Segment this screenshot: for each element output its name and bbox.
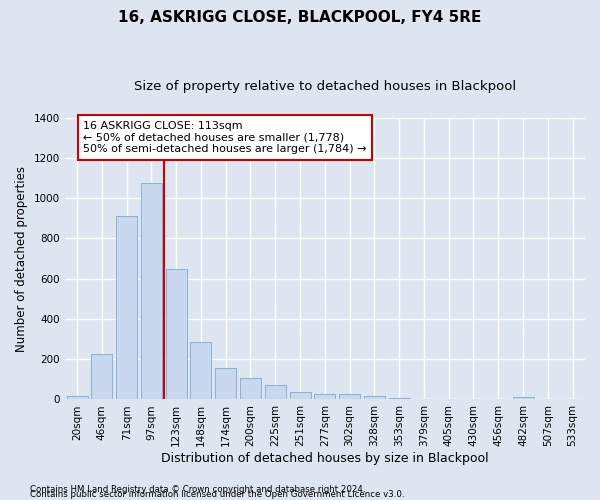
Bar (389, 398, 410, 400)
Bar (339, 394, 360, 400)
Bar (512, 397, 533, 400)
Bar (166, 269, 187, 400)
Text: 16 ASKRIGG CLOSE: 113sqm
← 50% of detached houses are smaller (1,778)
50% of sem: 16 ASKRIGG CLOSE: 113sqm ← 50% of detach… (83, 121, 367, 154)
X-axis label: Distribution of detached houses by size in Blackpool: Distribution of detached houses by size … (161, 452, 488, 465)
Bar (265, 386, 286, 400)
Bar (141, 183, 162, 400)
Text: 16, ASKRIGG CLOSE, BLACKPOOL, FY4 5RE: 16, ASKRIGG CLOSE, BLACKPOOL, FY4 5RE (118, 10, 482, 25)
Bar (314, 394, 335, 400)
Bar (190, 342, 211, 400)
Bar (116, 216, 137, 400)
Bar (91, 354, 112, 400)
Text: Contains public sector information licensed under the Open Government Licence v3: Contains public sector information licen… (30, 490, 404, 499)
Bar (67, 396, 88, 400)
Title: Size of property relative to detached houses in Blackpool: Size of property relative to detached ho… (134, 80, 516, 93)
Bar (240, 378, 261, 400)
Bar (215, 368, 236, 400)
Bar (364, 396, 385, 400)
Text: Contains HM Land Registry data © Crown copyright and database right 2024.: Contains HM Land Registry data © Crown c… (30, 484, 365, 494)
Y-axis label: Number of detached properties: Number of detached properties (15, 166, 28, 352)
Bar (290, 392, 311, 400)
